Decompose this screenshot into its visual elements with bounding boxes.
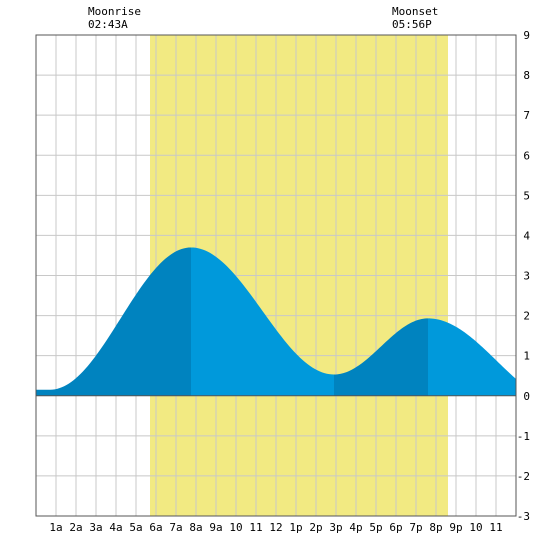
x-tick-label: 1p xyxy=(289,521,302,534)
tide-rising-segment xyxy=(36,389,50,396)
x-tick-label: 9p xyxy=(449,521,462,534)
x-tick-label: 9a xyxy=(209,521,222,534)
x-tick-label: 12 xyxy=(269,521,282,534)
y-tick-label: 9 xyxy=(523,29,530,42)
x-tick-label: 10 xyxy=(469,521,482,534)
x-tick-label: 3p xyxy=(329,521,342,534)
moonrise-label: Moonrise xyxy=(88,5,141,18)
tide-falling-segment xyxy=(428,318,516,396)
moonset-time: 05:56P xyxy=(392,18,432,31)
y-tick-label: 5 xyxy=(523,189,530,202)
moonrise-time: 02:43A xyxy=(88,18,128,31)
y-tick-label: 1 xyxy=(523,350,530,363)
y-tick-label: 8 xyxy=(523,69,530,82)
x-tick-label: 1a xyxy=(49,521,62,534)
x-tick-label: 7a xyxy=(169,521,182,534)
x-tick-label: 7p xyxy=(409,521,422,534)
plot-frame xyxy=(35,34,517,517)
x-tick-label: 2p xyxy=(309,521,322,534)
moonset-label: Moonset xyxy=(392,5,439,18)
y-tick-label: -3 xyxy=(517,510,530,523)
y-tick-label: 2 xyxy=(523,310,530,323)
x-tick-labels: 1a 2a 3a 4a 5a 6a 7a 8a 9a 10 11 12 1p 2p 3p 4p 5p 6p 7p 8p… xyxy=(49,521,502,534)
x-tick-label: 8a xyxy=(189,521,202,534)
tide-rising-segment xyxy=(334,318,428,396)
tide-layer xyxy=(36,247,516,396)
frame-layer xyxy=(35,34,517,517)
y-tick-labels: -3 -2 -1 0 1 2 3 4 5 6 7 8 9 xyxy=(517,29,531,523)
y-tick-label: 0 xyxy=(523,390,530,403)
x-tick-label: 8p xyxy=(429,521,442,534)
x-tick-label: 3a xyxy=(89,521,102,534)
y-tick-label: 7 xyxy=(523,109,530,122)
y-tick-label: 6 xyxy=(523,149,530,162)
tide-rising-segment xyxy=(50,247,191,396)
x-tick-label: 11 xyxy=(249,521,262,534)
x-tick-label: 4a xyxy=(109,521,122,534)
x-tick-label: 10 xyxy=(229,521,242,534)
y-tick-label: -1 xyxy=(517,430,530,443)
x-tick-label: 2a xyxy=(69,521,82,534)
tide-falling-segment xyxy=(191,247,334,396)
x-tick-label: 5a xyxy=(129,521,142,534)
x-tick-label: 6p xyxy=(389,521,402,534)
x-tick-label: 6a xyxy=(149,521,162,534)
y-tick-label: -2 xyxy=(517,470,530,483)
x-tick-label: 5p xyxy=(369,521,382,534)
x-tick-label: 11 xyxy=(489,521,502,534)
y-tick-label: 4 xyxy=(523,229,530,242)
y-tick-label: 3 xyxy=(523,270,530,283)
x-tick-label: 4p xyxy=(349,521,362,534)
